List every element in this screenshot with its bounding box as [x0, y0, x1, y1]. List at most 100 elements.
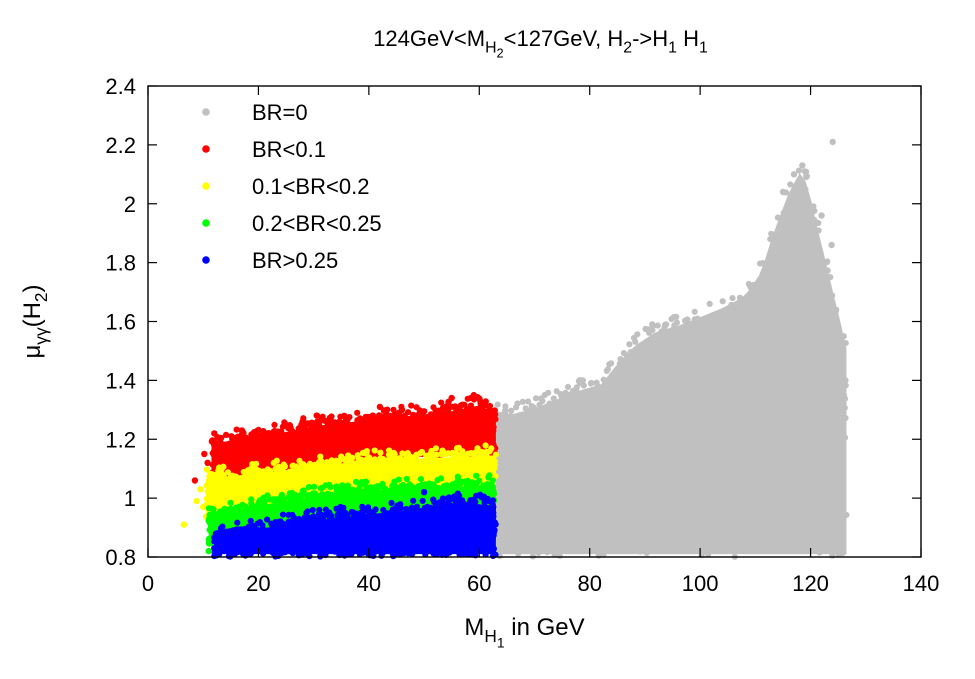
data-point [488, 540, 495, 547]
data-point [832, 308, 839, 315]
data-point [431, 511, 438, 519]
data-point [326, 414, 333, 421]
data-point [308, 419, 315, 426]
data-point [840, 345, 847, 352]
data-point [782, 303, 789, 310]
data-point [333, 478, 341, 485]
data-point [501, 453, 508, 461]
data-point [803, 232, 810, 239]
data-point [279, 435, 286, 442]
series-0-points [493, 138, 850, 560]
data-point [788, 292, 795, 299]
data-point [726, 515, 733, 523]
data-point [431, 414, 438, 421]
data-point [306, 522, 313, 529]
data-point [300, 467, 307, 474]
data-point [596, 487, 603, 494]
data-point [540, 528, 547, 535]
data-point [274, 428, 281, 435]
data-point [489, 526, 496, 533]
x-tick-label: 40 [357, 571, 381, 596]
data-point [309, 452, 316, 459]
data-point [518, 418, 526, 425]
data-point [795, 389, 802, 397]
data-point [626, 508, 634, 515]
data-point [598, 459, 605, 466]
data-point [574, 533, 581, 540]
data-point [361, 417, 368, 424]
data-point [545, 440, 553, 447]
chart-title: 124GeV<MH2<127GeV, H2->H1 H1 [373, 26, 708, 60]
data-point [550, 480, 558, 487]
data-point [608, 518, 615, 525]
data-point [208, 482, 215, 489]
data-point [247, 517, 254, 525]
data-point [548, 429, 556, 436]
data-point [319, 426, 326, 433]
data-point [692, 471, 700, 478]
data-point [771, 305, 779, 312]
data-point [421, 465, 428, 472]
data-point [535, 527, 542, 535]
data-point [546, 400, 553, 407]
data-point [815, 318, 822, 325]
data-point [530, 463, 537, 470]
data-point [453, 485, 460, 492]
data-point [363, 448, 370, 455]
data-point [380, 428, 387, 435]
data-point [794, 308, 801, 315]
data-point [746, 465, 753, 472]
data-point [494, 435, 502, 442]
data-point [615, 521, 622, 528]
data-point [514, 456, 521, 463]
data-point [558, 467, 565, 474]
data-point [756, 536, 763, 543]
data-point [719, 298, 726, 305]
data-point [273, 470, 280, 477]
data-point [756, 346, 763, 353]
data-point [682, 472, 689, 479]
data-point [619, 453, 626, 460]
outlier-point [200, 503, 207, 511]
data-point [745, 486, 752, 493]
data-point [571, 396, 579, 403]
data-point [411, 488, 418, 495]
data-point [508, 535, 515, 542]
data-point [768, 288, 775, 295]
data-point [694, 496, 701, 504]
data-point [579, 528, 586, 535]
data-point [637, 434, 644, 441]
data-point [794, 192, 801, 199]
outlier-point [238, 427, 246, 434]
data-point [255, 467, 263, 474]
data-point [411, 420, 418, 427]
data-point [738, 374, 745, 381]
data-point [717, 488, 724, 495]
data-point [675, 503, 682, 510]
data-point [714, 373, 721, 380]
data-point [612, 394, 619, 401]
y-tick-label: 2.4 [105, 74, 136, 99]
data-point [443, 465, 450, 472]
data-point [808, 494, 815, 501]
data-point [659, 385, 667, 393]
data-point [558, 506, 565, 513]
data-point [439, 442, 446, 449]
outlier-point [205, 547, 212, 555]
data-point [721, 532, 728, 539]
data-point [229, 533, 236, 540]
data-point [803, 225, 810, 232]
data-point [591, 429, 598, 436]
data-point [548, 486, 555, 493]
data-point [309, 442, 316, 449]
outlier-point [398, 406, 406, 413]
outlier-point [420, 489, 428, 496]
data-point [437, 527, 444, 534]
data-point [371, 435, 378, 442]
data-point [654, 322, 661, 329]
data-point [837, 388, 844, 395]
data-point [501, 497, 509, 504]
data-point [405, 550, 412, 557]
data-point [843, 511, 850, 518]
data-point [824, 258, 831, 265]
